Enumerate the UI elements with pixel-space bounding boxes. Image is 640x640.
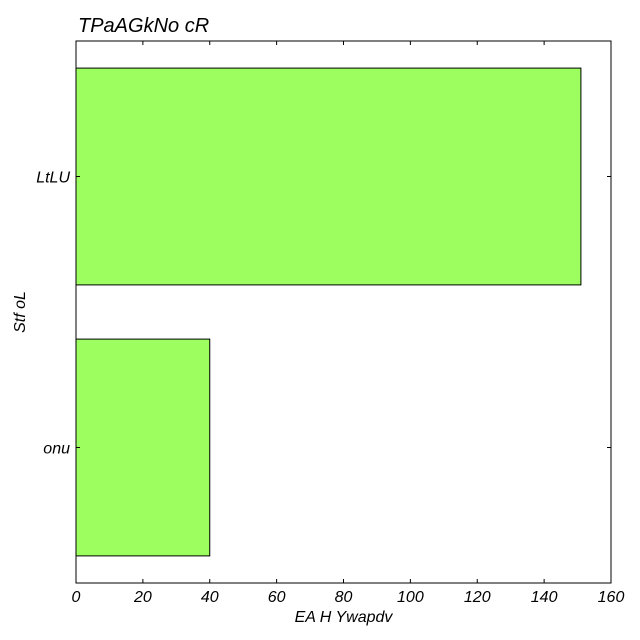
x-tick-label: 120 [464, 589, 491, 606]
y-axis-label: Stf oL [12, 291, 29, 333]
x-tick-label: 60 [268, 589, 286, 606]
bar-onu [75, 338, 211, 557]
x-tick-label: 100 [397, 589, 424, 606]
x-tick-label: 140 [531, 589, 558, 606]
x-tick-label: 20 [133, 589, 152, 606]
x-tick-label: 0 [72, 589, 81, 606]
chart-title: TPaAGkNo cR [78, 15, 209, 37]
x-tick-label: 80 [335, 589, 353, 606]
x-axis-label: EA H Ywapdv [295, 609, 394, 626]
bars-layer [75, 67, 582, 557]
y-tick-label: LtLU [36, 170, 70, 187]
ticks-layer: onu LtLU 0 20 40 60 80 100 120 140 160 [36, 41, 624, 606]
x-tick-label: 160 [598, 589, 625, 606]
bar-LtLU [75, 67, 582, 286]
y-tick-label: onu [43, 441, 70, 458]
x-tick-label: 40 [201, 589, 219, 606]
